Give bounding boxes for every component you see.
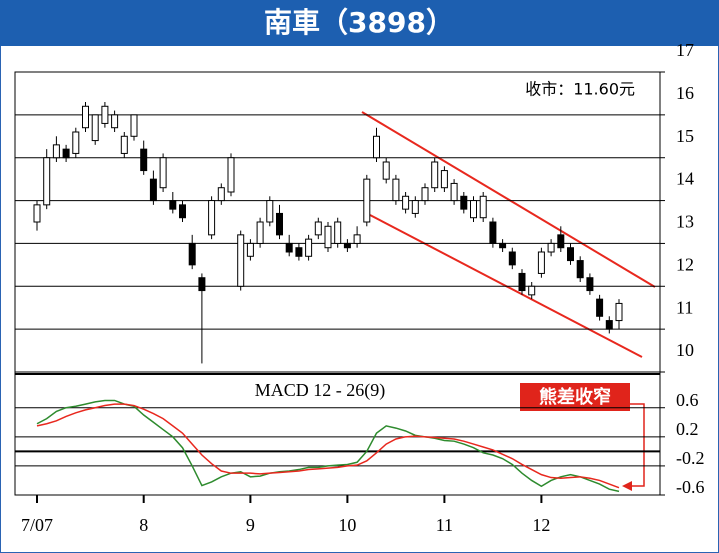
annotation-arrow (628, 403, 645, 487)
candle-body (188, 242, 196, 266)
candle-body (285, 242, 293, 253)
candle-body (586, 277, 594, 292)
candle-body (615, 302, 623, 322)
y-tick-label: 13 (676, 212, 694, 232)
candle-body (450, 182, 458, 202)
candle-body (276, 212, 283, 236)
candle-body (421, 187, 429, 202)
candle-body (159, 157, 167, 189)
candle-body (489, 221, 497, 244)
macd-title: MACD 12 - 26(9) (255, 380, 386, 401)
candle-body (528, 285, 536, 296)
x-tick-label: 8 (139, 515, 148, 535)
y-tick-label: 14 (676, 169, 694, 189)
close-label: 收市：11.60元 (525, 80, 635, 99)
title-bar (0, 0, 719, 46)
candle-body (363, 178, 371, 223)
candle-body (198, 277, 206, 292)
y-tick-label: 12 (676, 254, 694, 274)
candle-body (460, 195, 468, 210)
candle-body (266, 200, 274, 223)
candle-body (130, 114, 138, 137)
candle-body (547, 242, 555, 253)
candle-body (353, 234, 361, 244)
candle-body (217, 187, 225, 202)
x-tick-label: 12 (532, 515, 550, 535)
x-tick-label: 7/07 (21, 515, 53, 535)
candle-body (33, 204, 41, 223)
y-tick-label: -0.6 (676, 477, 705, 497)
candle-body (411, 200, 419, 214)
candle-body (373, 135, 380, 159)
candle-body (120, 135, 128, 154)
candle-body (402, 195, 410, 210)
candle-body (101, 105, 109, 124)
candle-body (314, 221, 322, 236)
trend-line-upper (361, 111, 656, 288)
candle-body (508, 251, 516, 266)
candle-body (149, 178, 157, 202)
candle-body (518, 272, 526, 292)
candle-body (82, 105, 89, 129)
x-tick-label: 9 (246, 515, 255, 535)
candle-body (605, 320, 613, 330)
candle-body (256, 221, 264, 244)
macd-annotation: 熊差收窄 (539, 386, 611, 408)
candle-body (440, 170, 448, 189)
y-tick-label: 16 (676, 83, 694, 103)
candle-body (72, 131, 80, 154)
arrow-head (622, 481, 632, 491)
candle-body (140, 148, 148, 172)
candle-body (295, 247, 303, 257)
candle-body (179, 204, 186, 219)
candle-body (237, 234, 245, 287)
candle-body (596, 298, 604, 317)
candle-body (227, 157, 235, 193)
candle-body (208, 200, 216, 236)
candle-body (246, 242, 254, 257)
x-tick-label: 11 (436, 515, 453, 535)
candle-body (305, 238, 313, 257)
candle-body (43, 157, 51, 206)
annotation-box (520, 383, 630, 411)
candle-body (537, 251, 545, 274)
candle-body (470, 200, 477, 219)
y-tick-label: 15 (676, 126, 694, 146)
y-tick-label: 10 (676, 340, 694, 360)
candle-body (324, 225, 332, 249)
candle-body (557, 234, 565, 249)
candle-body (52, 144, 60, 159)
candle-body (392, 178, 400, 202)
candle-body (567, 247, 574, 262)
candle-body (576, 260, 584, 279)
y-tick-label: 0.2 (676, 419, 699, 439)
candle-body (382, 161, 390, 180)
candle-body (431, 161, 439, 189)
candle-body (334, 221, 342, 244)
candle-body (343, 242, 351, 249)
x-tick-label: 10 (338, 515, 356, 535)
y-tick-label: 11 (676, 297, 693, 317)
candle-body (111, 114, 119, 129)
y-tick-label: 0.6 (676, 390, 699, 410)
y-tick-label: -0.2 (676, 448, 705, 468)
macd-line (36, 403, 620, 489)
candle-body (479, 195, 487, 219)
candle-body (91, 114, 99, 142)
candle-body (499, 242, 507, 249)
chart-title: 南車（3898） (264, 6, 454, 39)
candle-body (62, 148, 70, 159)
y-tick-label: 17 (676, 40, 694, 60)
candle-body (169, 200, 177, 210)
